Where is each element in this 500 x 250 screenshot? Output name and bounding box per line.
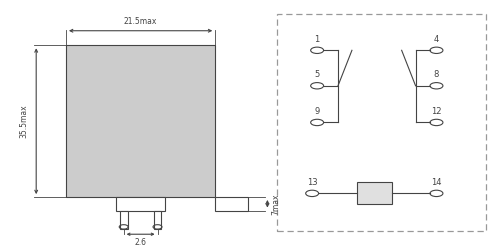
Bar <box>120 210 128 229</box>
Text: 5: 5 <box>314 70 320 80</box>
Text: 14: 14 <box>431 178 442 187</box>
Bar <box>278 14 486 231</box>
Text: 4: 4 <box>434 35 439 44</box>
Text: 13: 13 <box>307 178 318 187</box>
Bar <box>154 210 162 229</box>
Text: 9: 9 <box>314 107 320 116</box>
Text: 8: 8 <box>434 70 439 80</box>
Text: 1: 1 <box>314 35 320 44</box>
Text: 21.5max: 21.5max <box>124 17 158 26</box>
Text: 12: 12 <box>431 107 442 116</box>
Text: 7max: 7max <box>272 193 280 214</box>
Bar <box>215 197 248 210</box>
Text: 35.5max: 35.5max <box>20 104 28 138</box>
Bar <box>357 182 392 204</box>
Bar <box>66 46 215 197</box>
Bar <box>116 197 166 210</box>
Text: 2.6: 2.6 <box>134 238 146 247</box>
